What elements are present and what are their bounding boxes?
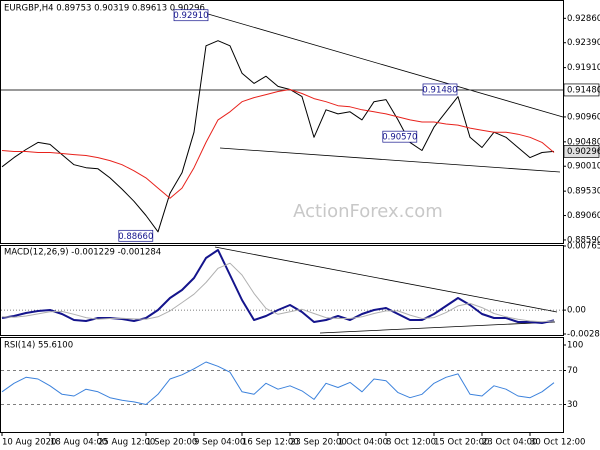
chart-title: MACD(12,26,9) -0.001229 -0.001284 bbox=[4, 248, 161, 258]
x-tick-label: 23 Oct 04:00 bbox=[482, 438, 537, 448]
y-tick-label: 0.92860 bbox=[567, 14, 600, 24]
series-line bbox=[1, 361, 555, 405]
y-tick-label: 70 bbox=[567, 366, 578, 376]
x-tick-label: 30 Oct 12:00 bbox=[530, 438, 585, 448]
annotation-label: 0.92910 bbox=[173, 11, 208, 21]
x-tick-label: 18 Aug 04:00 bbox=[50, 438, 107, 448]
x-tick-label: 16 Sep 12:00 bbox=[242, 438, 299, 448]
y-tick-label: 0.91910 bbox=[567, 63, 600, 73]
last-price-label: 0.90296 bbox=[567, 147, 600, 157]
last-price-box bbox=[563, 145, 600, 158]
x-tick-label: 25 Aug 12:00 bbox=[98, 438, 155, 448]
watermark: ActionForex.com bbox=[293, 201, 443, 222]
level-label-box bbox=[563, 83, 600, 97]
x-tick-label: 9 Sep 04:00 bbox=[194, 438, 245, 448]
series-line bbox=[1, 249, 555, 324]
x-tick-label: 23 Sep 20:00 bbox=[290, 438, 347, 448]
y-tick-label: 0.90010 bbox=[567, 162, 600, 172]
x-tick-label: 10 Aug 2020 bbox=[2, 438, 56, 448]
x-tick-label: 8 Oct 12:00 bbox=[386, 438, 436, 448]
x-tick-label: 1 Sep 20:00 bbox=[146, 438, 197, 448]
y-tick-label: 0.007659 bbox=[567, 242, 600, 252]
series-line bbox=[1, 40, 555, 233]
annotation-box bbox=[118, 229, 154, 242]
annotation-label: 0.91480 bbox=[422, 85, 457, 95]
trendline bbox=[319, 321, 556, 334]
chart-title: EURGBP,H4 0.89753 0.90319 0.89613 0.9029… bbox=[4, 4, 205, 14]
trendline bbox=[219, 147, 561, 173]
y-tick-label: 0.89530 bbox=[567, 187, 600, 197]
annotation-box bbox=[382, 130, 418, 143]
chart-title: RSI(14) 55.6100 bbox=[4, 341, 73, 351]
series-line bbox=[1, 89, 555, 199]
x-tick-label: 1 Oct 04:00 bbox=[338, 438, 388, 448]
y-tick-label: 30 bbox=[567, 400, 578, 410]
y-tick-label: 0.92390 bbox=[567, 38, 600, 48]
y-tick-label: 0.00 bbox=[567, 306, 586, 316]
x-tick-label: 15 Oct 20:00 bbox=[434, 438, 489, 448]
annotation-box bbox=[173, 9, 209, 22]
series-line bbox=[1, 262, 555, 323]
annotation-label: 0.90570 bbox=[382, 133, 417, 143]
y-tick-label: 0.88590 bbox=[567, 235, 600, 245]
y-tick-label: 0.89060 bbox=[567, 211, 600, 221]
annotation-box bbox=[422, 83, 458, 96]
y-tick-label: 0.90480 bbox=[567, 137, 600, 147]
price-panel bbox=[0, 0, 564, 244]
trendline bbox=[207, 13, 564, 118]
level-label: 0.91480 bbox=[567, 85, 600, 95]
y-tick-label: 0.90960 bbox=[567, 112, 600, 122]
y-tick-label: -0.002855 bbox=[567, 330, 600, 340]
trendline bbox=[214, 246, 558, 313]
y-tick-label: 100 bbox=[567, 341, 583, 351]
rsi-panel bbox=[0, 337, 564, 433]
macd-panel bbox=[0, 245, 564, 336]
annotation-label: 0.88660 bbox=[118, 232, 153, 242]
